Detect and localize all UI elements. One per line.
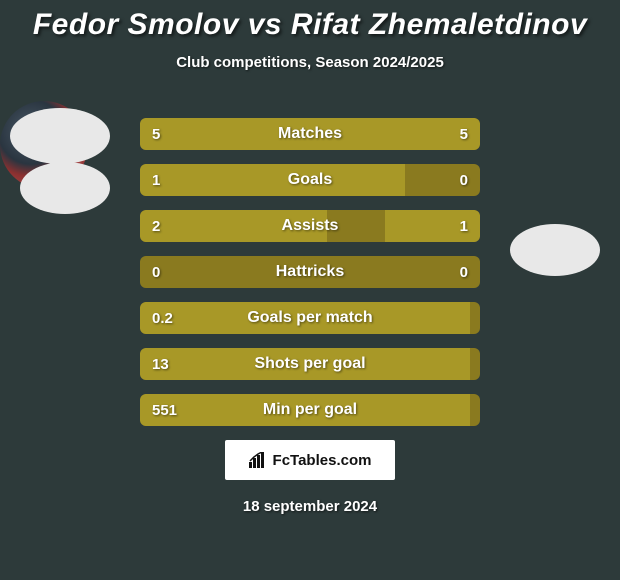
- stat-value-right: 5: [460, 118, 468, 150]
- subtitle: Club competitions, Season 2024/2025: [0, 54, 620, 71]
- stat-row: 13Shots per goal: [140, 348, 480, 380]
- stat-row: 1Goals0: [140, 164, 480, 196]
- footer-date: 18 september 2024: [0, 498, 620, 515]
- stat-value-right: 0: [460, 256, 468, 288]
- stat-row: 0Hattricks0: [140, 256, 480, 288]
- brand-logo: FcTables.com: [225, 440, 395, 480]
- stat-label: Matches: [140, 118, 480, 150]
- stat-label: Goals: [140, 164, 480, 196]
- stat-row: 2Assists1: [140, 210, 480, 242]
- stat-value-right: 0: [460, 164, 468, 196]
- stat-row: 0.2Goals per match: [140, 302, 480, 334]
- stat-label: Min per goal: [140, 394, 480, 426]
- player-right-avatar-2: [510, 224, 600, 276]
- player-left-avatar-1: [10, 108, 110, 164]
- comparison-infographic: Fedor Smolov vs Rifat Zhemaletdinov Club…: [0, 0, 620, 580]
- stat-value-right: 1: [460, 210, 468, 242]
- stat-label: Shots per goal: [140, 348, 480, 380]
- page-title: Fedor Smolov vs Rifat Zhemaletdinov: [0, 8, 620, 42]
- stat-row: 551Min per goal: [140, 394, 480, 426]
- stat-label: Hattricks: [140, 256, 480, 288]
- stats-table: 5Matches51Goals02Assists10Hattricks00.2G…: [140, 118, 480, 440]
- brand-text: FcTables.com: [273, 452, 372, 469]
- stat-label: Goals per match: [140, 302, 480, 334]
- stat-label: Assists: [140, 210, 480, 242]
- stat-row: 5Matches5: [140, 118, 480, 150]
- chart-icon: [249, 452, 267, 468]
- player-left-avatar-2: [20, 162, 110, 214]
